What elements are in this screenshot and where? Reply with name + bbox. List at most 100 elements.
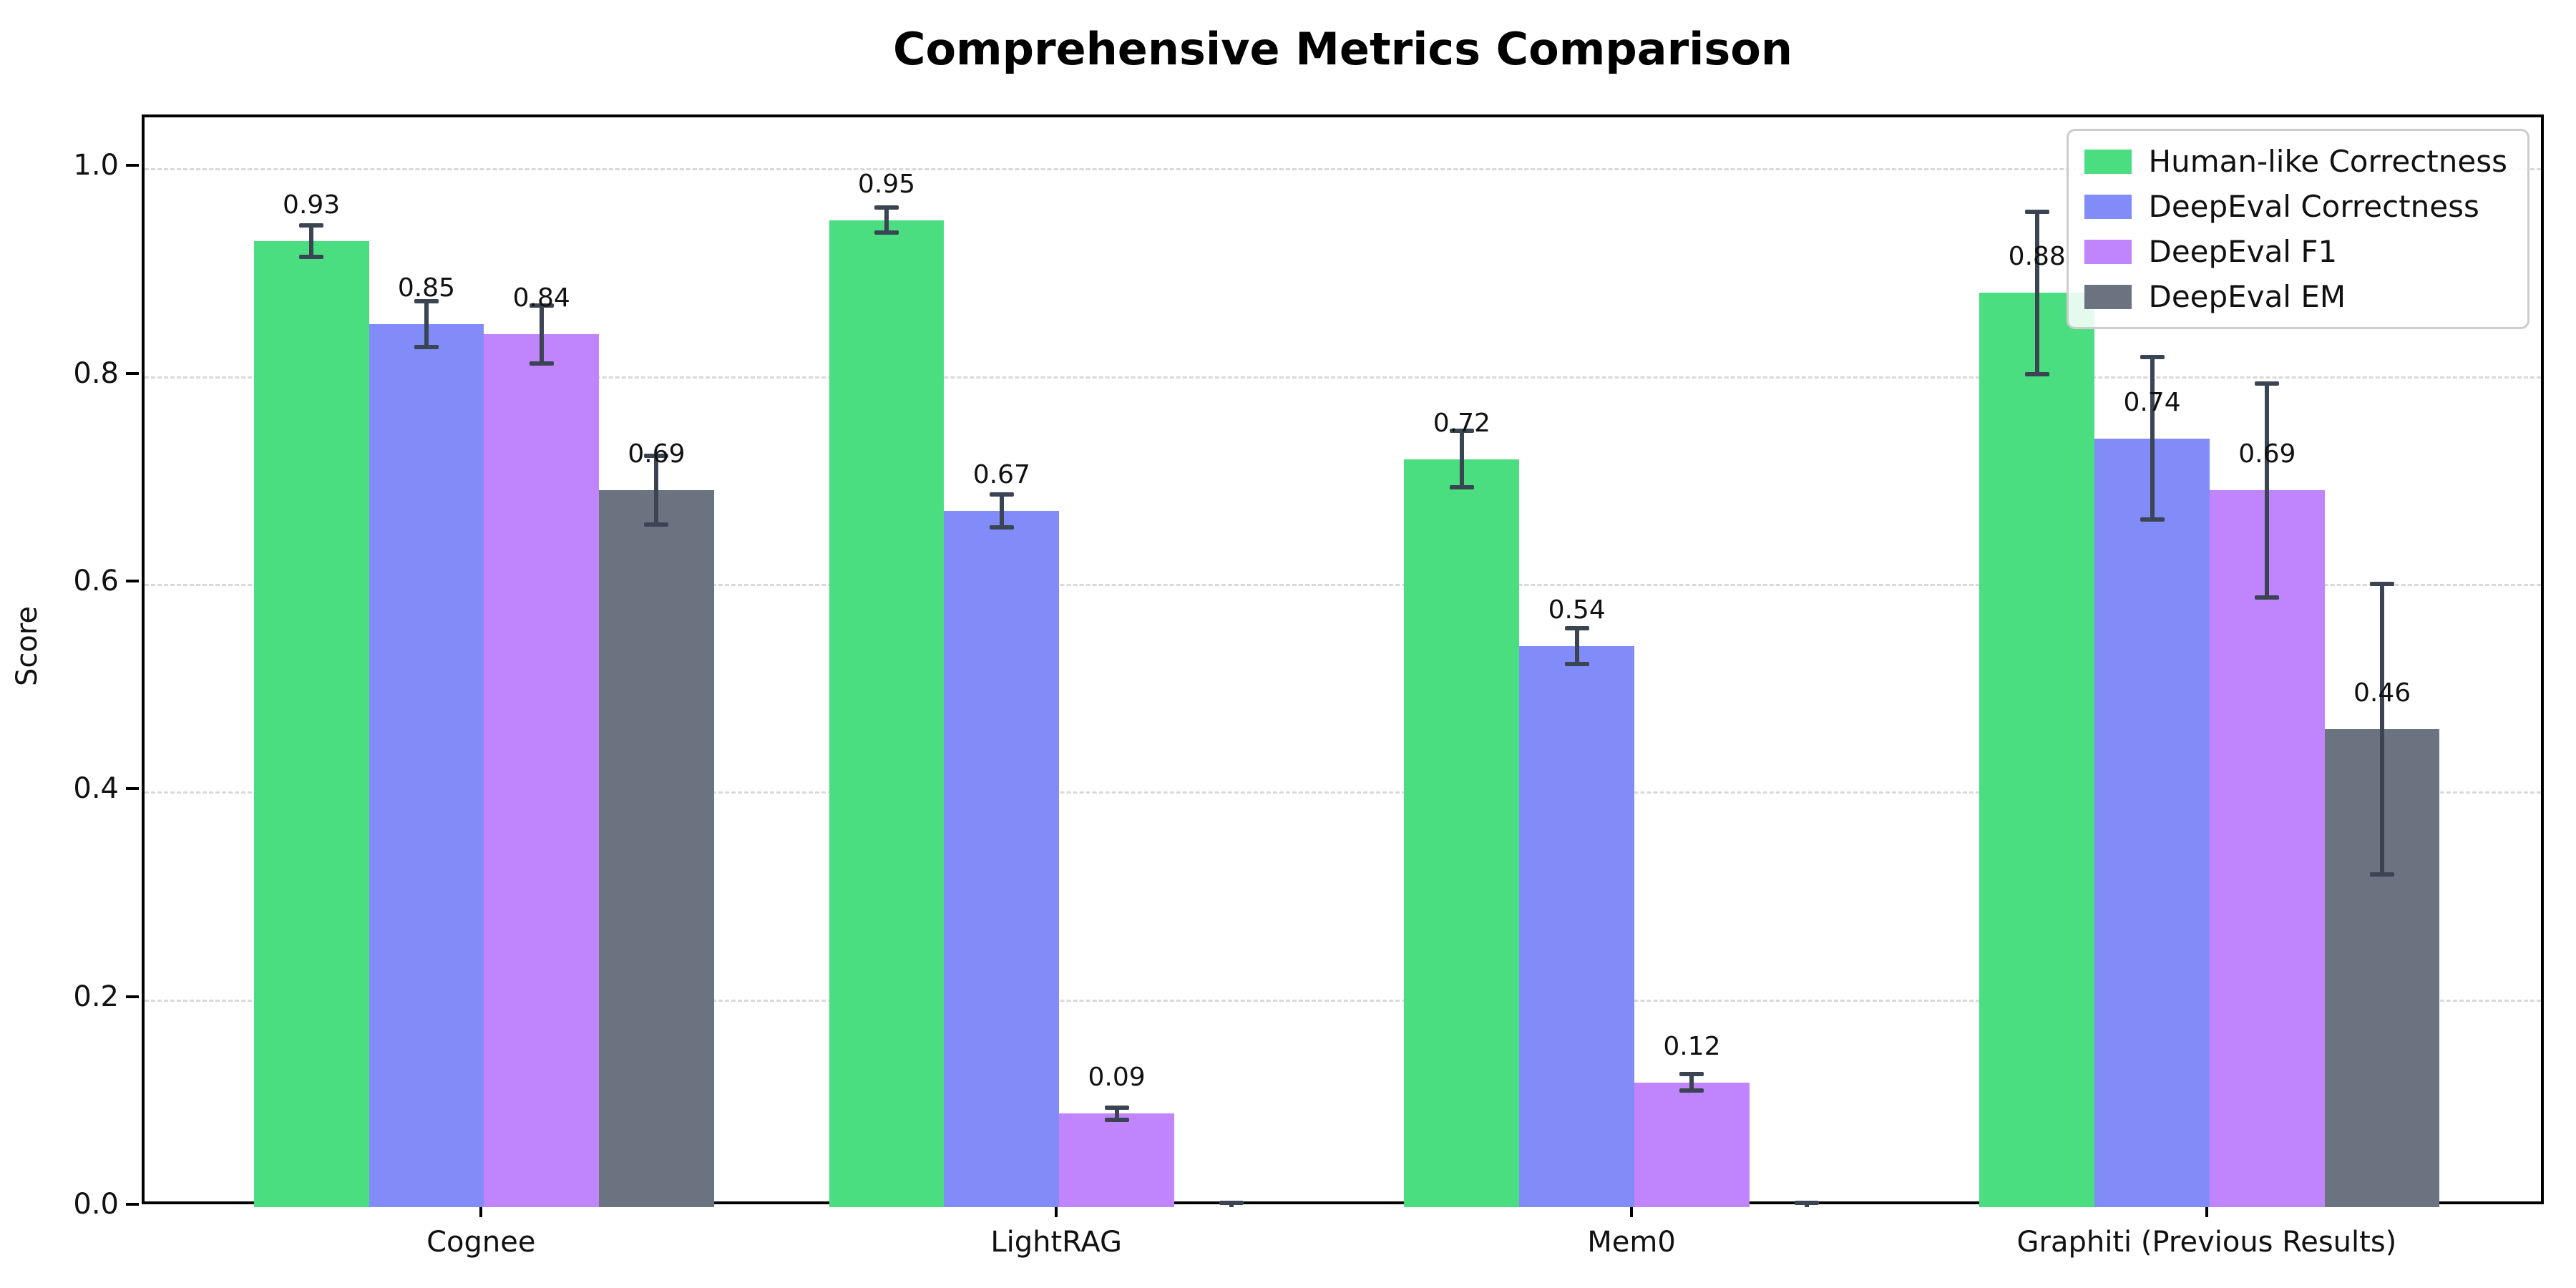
y-tick-label: 0.2 bbox=[73, 980, 119, 1013]
error-bar-line bbox=[1689, 1074, 1694, 1091]
bar-value-label: 0.69 bbox=[628, 439, 686, 469]
error-bar-line bbox=[539, 305, 544, 364]
error-bar-cap-bottom bbox=[989, 525, 1014, 530]
error-bar-cap-bottom bbox=[2370, 872, 2395, 877]
bar-value-label: 0.54 bbox=[1548, 595, 1606, 625]
y-tick-mark bbox=[126, 371, 139, 375]
error-bar-line bbox=[309, 225, 314, 257]
error-bar bbox=[1677, 117, 1706, 1207]
error-bar bbox=[297, 117, 326, 1207]
error-bar bbox=[1792, 117, 1821, 1207]
error-bar-line bbox=[2150, 357, 2155, 519]
y-tick-label: 0.8 bbox=[73, 356, 119, 390]
error-bar-cap-top bbox=[414, 298, 439, 303]
x-tick-label: Mem0 bbox=[1587, 1226, 1676, 1259]
y-tick-mark bbox=[126, 579, 139, 582]
bar bbox=[1059, 1113, 1174, 1207]
legend-item: Human-like Correctness bbox=[2084, 144, 2508, 179]
error-bar-line bbox=[2265, 383, 2270, 597]
gridline bbox=[145, 583, 2541, 586]
error-bar-cap-bottom bbox=[1564, 661, 1589, 666]
y-tick-label: 0.6 bbox=[73, 564, 119, 597]
bar bbox=[369, 323, 484, 1207]
bar-value-label: 0.46 bbox=[2353, 678, 2411, 708]
bar-value-label: 0.74 bbox=[2123, 387, 2181, 417]
error-bar-cap-bottom bbox=[874, 230, 899, 235]
bar bbox=[484, 334, 600, 1207]
error-bar-cap-bottom bbox=[2140, 517, 2165, 522]
bar bbox=[599, 490, 714, 1207]
y-tick-mark bbox=[126, 1203, 139, 1206]
error-bar-cap-bottom bbox=[414, 344, 439, 349]
error-bar-line bbox=[2034, 212, 2039, 374]
x-tick-label: Graphiti (Previous Results) bbox=[2016, 1226, 2397, 1259]
error-bar-cap-bottom bbox=[1104, 1118, 1129, 1123]
bar bbox=[1519, 645, 1635, 1207]
y-tick-label: 1.0 bbox=[73, 149, 119, 182]
bar-value-label: 0.85 bbox=[397, 273, 455, 303]
legend-swatch bbox=[2084, 239, 2132, 264]
bar bbox=[2209, 490, 2325, 1207]
legend: Human-like Correctness DeepEval Correctne… bbox=[2066, 129, 2529, 329]
error-bar-line bbox=[884, 208, 889, 233]
error-bar-line bbox=[1805, 1203, 1810, 1207]
legend-label: DeepEval Correctness bbox=[2148, 189, 2479, 224]
gridline bbox=[145, 791, 2541, 794]
chart-title: Comprehensive Metrics Comparison bbox=[892, 23, 1793, 75]
error-bar bbox=[1217, 117, 1246, 1207]
bar-value-label: 0.93 bbox=[283, 190, 341, 220]
legend-label: DeepEval EM bbox=[2148, 279, 2346, 314]
legend-swatch bbox=[2084, 194, 2132, 219]
error-bar-cap-bottom bbox=[529, 361, 554, 366]
bar-value-label: 0.67 bbox=[972, 460, 1030, 490]
error-bar-line bbox=[1114, 1107, 1119, 1121]
error-bar bbox=[2253, 117, 2281, 1207]
plot-area: Human-like Correctness DeepEval Correctne… bbox=[142, 114, 2544, 1207]
error-bar bbox=[642, 117, 670, 1207]
y-axis-label: Score bbox=[11, 605, 44, 687]
error-bar bbox=[2138, 117, 2167, 1207]
bar-value-label: 0.69 bbox=[2238, 439, 2296, 469]
error-bar-cap-top bbox=[989, 492, 1014, 497]
bar-value-label: 0.12 bbox=[1663, 1031, 1721, 1061]
error-bar bbox=[872, 117, 901, 1207]
error-bar-cap-top bbox=[529, 303, 554, 308]
bar bbox=[2094, 438, 2210, 1207]
error-bar bbox=[1103, 117, 1131, 1207]
bar-value-label: 0.88 bbox=[2008, 242, 2066, 272]
error-bar-cap-top bbox=[1795, 1201, 1820, 1206]
legend-item: DeepEval F1 bbox=[2084, 234, 2508, 269]
gridline bbox=[145, 999, 2541, 1002]
error-bar bbox=[412, 117, 441, 1207]
error-bar-line bbox=[1574, 628, 1579, 664]
error-bar-cap-top bbox=[2370, 581, 2395, 586]
error-bar-cap-bottom bbox=[2255, 595, 2280, 600]
error-bar bbox=[1563, 117, 1591, 1207]
y-tick-mark bbox=[126, 995, 139, 998]
error-bar-cap-bottom bbox=[2024, 371, 2049, 376]
error-bar-cap-top bbox=[1679, 1072, 1704, 1077]
error-bar-cap-bottom bbox=[1679, 1088, 1704, 1093]
y-tick-mark bbox=[126, 787, 139, 791]
error-bar bbox=[2368, 117, 2396, 1207]
legend-label: Human-like Correctness bbox=[2148, 144, 2508, 179]
bar-value-label: 0.09 bbox=[1088, 1063, 1146, 1093]
error-bar-cap-top bbox=[2024, 210, 2049, 215]
legend-label: DeepEval F1 bbox=[2148, 234, 2338, 269]
error-bar-line bbox=[654, 456, 659, 525]
bar-value-label: 0.72 bbox=[1433, 408, 1491, 438]
error-bar-cap-bottom bbox=[299, 254, 324, 259]
bar bbox=[1404, 459, 1520, 1207]
bar bbox=[1979, 293, 2095, 1207]
bar bbox=[1634, 1082, 1750, 1207]
error-bar-cap-top bbox=[1104, 1105, 1129, 1110]
error-bar-cap-top bbox=[1449, 429, 1474, 434]
bar bbox=[253, 240, 369, 1207]
x-tick-mark bbox=[1055, 1204, 1058, 1217]
y-tick-mark bbox=[126, 164, 139, 167]
error-bar bbox=[1448, 117, 1476, 1207]
error-bar-cap-top bbox=[644, 454, 669, 459]
legend-item: DeepEval Correctness bbox=[2084, 189, 2508, 224]
error-bar bbox=[987, 117, 1016, 1207]
